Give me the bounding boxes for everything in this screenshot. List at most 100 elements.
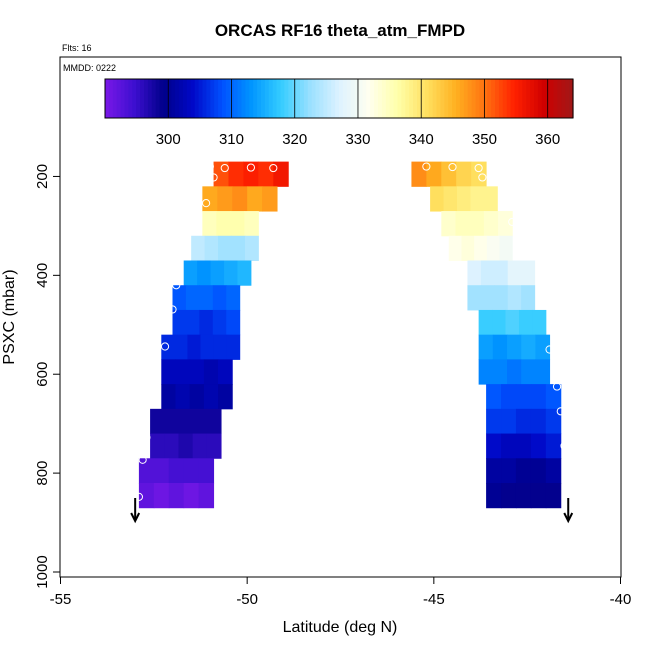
colorbar-segment: [155, 79, 161, 118]
colorbar-segment: [132, 79, 137, 118]
colorbar-segment: [303, 79, 309, 118]
colorbar-segment: [424, 79, 430, 118]
data-cell: [192, 433, 208, 459]
data-cell: [262, 186, 278, 212]
data-cell: [515, 384, 532, 410]
data-cell: [411, 161, 427, 187]
colorbar-segment: [518, 79, 523, 118]
colorbar-segment: [179, 79, 184, 118]
colorbar-segment: [366, 79, 371, 118]
data-cell: [470, 186, 485, 212]
colorbar-segment: [144, 79, 149, 118]
data-cell: [138, 483, 155, 509]
data-cell: [501, 384, 517, 410]
data-cell: [507, 285, 522, 311]
data-cell: [189, 359, 205, 385]
colorbar-segment: [210, 79, 215, 118]
colorbar-segment: [397, 79, 402, 118]
data-cell: [505, 309, 520, 336]
data-cell: [199, 309, 214, 336]
colorbar-segment: [128, 79, 133, 118]
data-cell: [530, 433, 547, 459]
data-cell: [150, 408, 165, 435]
colorbar-segment: [483, 79, 488, 118]
data-cell: [545, 458, 562, 484]
colorbar-segment: [257, 79, 262, 118]
data-cell: [161, 384, 176, 410]
data-cell: [232, 186, 248, 212]
y-tick-label: 200: [34, 164, 51, 189]
data-cell: [212, 285, 227, 311]
colorbar-segment: [264, 79, 270, 118]
data-cell: [244, 235, 259, 261]
colorbar: 300 310 320 330 340 350 360: [104, 78, 574, 148]
data-cell: [515, 458, 532, 484]
data-cell: [507, 359, 522, 385]
data-cell: [469, 211, 485, 237]
colorbar-segment: [159, 79, 165, 118]
sample-marker: [545, 345, 554, 354]
data-cell: [183, 483, 200, 509]
colorbar-segment: [374, 79, 379, 118]
sample-marker: [422, 162, 431, 171]
data-cell: [545, 433, 562, 459]
colorbar-segment: [452, 79, 457, 118]
data-cell: [521, 260, 536, 286]
colorbar-segment: [319, 79, 324, 118]
data-cell: [501, 458, 517, 484]
colorbar-segment: [136, 79, 141, 118]
colorbar-segment: [331, 79, 336, 118]
data-cells: [138, 161, 562, 509]
data-cell: [430, 186, 445, 212]
data-cell: [499, 235, 513, 261]
colorbar-tick-label: 320: [282, 131, 307, 148]
colorbar-segment: [557, 79, 562, 118]
colorbar-segment: [342, 79, 348, 118]
colorbar-segment: [475, 79, 480, 118]
data-cell: [483, 186, 498, 212]
colorbar-segment: [463, 79, 469, 118]
colorbar-segment: [378, 79, 383, 118]
colorbar-segment: [467, 79, 473, 118]
colorbar-segment: [163, 79, 168, 118]
data-cell: [535, 334, 551, 360]
colorbar-segment: [393, 79, 399, 118]
data-cell: [478, 359, 494, 385]
data-cell: [486, 458, 502, 484]
colorbar-segment: [401, 79, 406, 118]
y-axis-label: PSXC (mbar): [1, 269, 18, 364]
colorbar-frame: [104, 78, 574, 119]
colorbar-segment: [339, 79, 344, 118]
colorbar-segment: [241, 79, 246, 118]
data-cell: [501, 433, 517, 459]
data-cell: [478, 334, 494, 360]
colorbar-segment: [440, 79, 445, 118]
data-cell: [178, 408, 194, 435]
data-cell: [535, 359, 551, 385]
colorbar-segment: [140, 79, 145, 118]
colorbar-segment: [409, 79, 414, 118]
sample-marker: [160, 342, 170, 351]
data-cell: [226, 285, 241, 311]
colorbar-segment: [471, 79, 477, 118]
colorbar-tick-label: 330: [345, 131, 370, 148]
data-cell: [161, 359, 176, 385]
colorbar-segment: [300, 79, 305, 118]
sample-marker: [220, 163, 229, 173]
data-cell: [213, 334, 228, 360]
data-cell: [545, 408, 562, 435]
data-cell: [530, 483, 547, 509]
colorbar-segment: [526, 79, 531, 118]
x-tick-label: -45: [423, 591, 445, 608]
data-cell: [183, 260, 198, 286]
data-cell: [216, 211, 231, 237]
colorbar-segment: [432, 79, 438, 118]
colorbar-segment: [151, 79, 157, 118]
data-cell: [492, 334, 508, 360]
y-tick-label: 600: [34, 362, 51, 387]
data-cell: [218, 359, 233, 385]
data-cell: [480, 260, 495, 286]
colorbar-segment: [280, 79, 285, 118]
colorbar-segment: [171, 79, 176, 118]
colorbar-segment: [237, 79, 243, 118]
